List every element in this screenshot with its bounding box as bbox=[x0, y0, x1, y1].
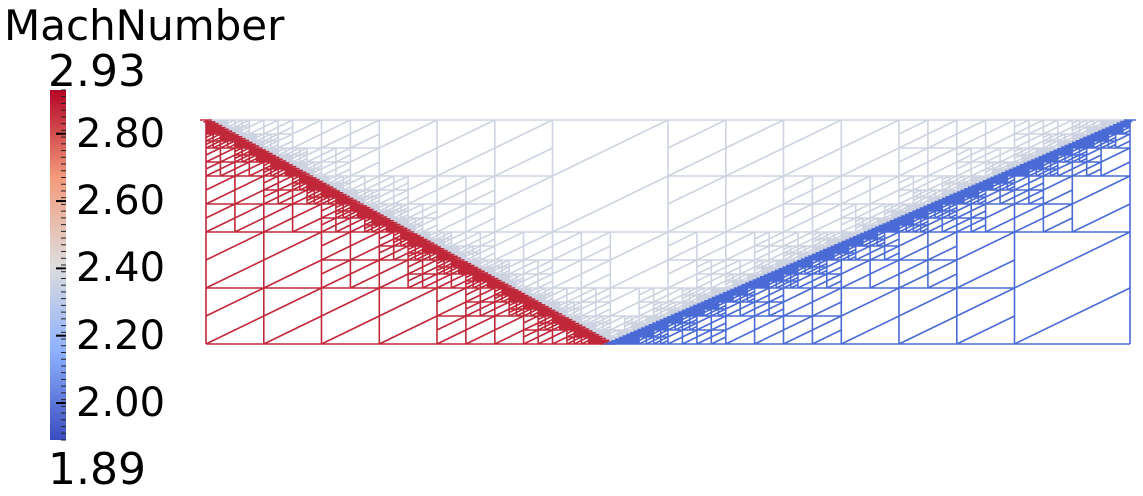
scalar-bar-max-label: 2.93 bbox=[48, 46, 146, 97]
scalar-bar-tick-label: 2.00 bbox=[76, 379, 166, 426]
scalar-bar-tick-label: 2.80 bbox=[76, 110, 166, 157]
scalar-bar-min-label: 1.89 bbox=[48, 444, 146, 495]
scalar-bar-tick-label: 2.40 bbox=[76, 245, 166, 292]
scalar-bar-ticks bbox=[56, 89, 66, 441]
scalar-bar-tick-label: 2.20 bbox=[76, 312, 166, 359]
mesh-region-pre-shock bbox=[200, 119, 616, 345]
mesh-region-post-reflection bbox=[604, 119, 1136, 345]
scalar-bar-tick-label: 2.60 bbox=[76, 178, 166, 225]
scalar-bar-title: MachNumber bbox=[4, 1, 285, 50]
